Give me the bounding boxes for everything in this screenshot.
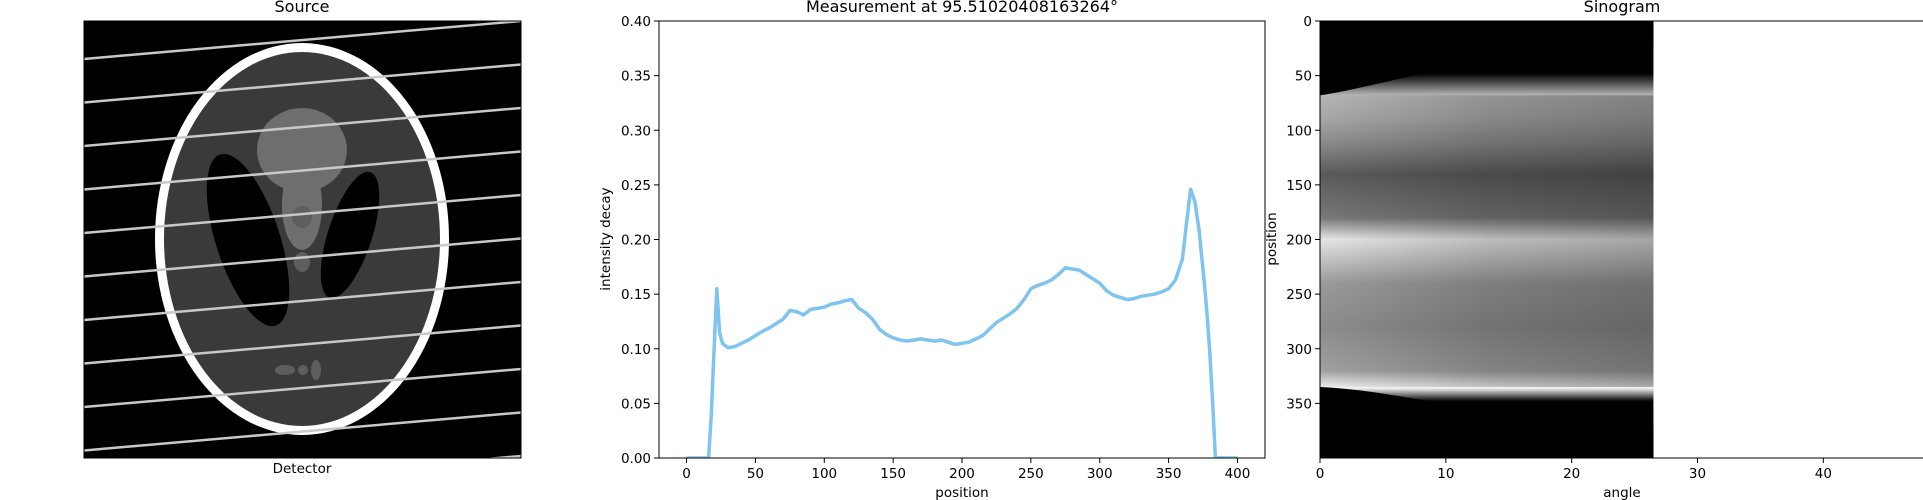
projection-ray bbox=[84, 411, 521, 452]
sinogram-ylabel: position bbox=[1264, 212, 1280, 265]
measurement-axes: 0 50 100 150 200 250 300 350 400 0.00 0.05 0.10 0.15… bbox=[621, 14, 1250, 482]
measurement-frame bbox=[658, 20, 1266, 459]
measurement-ytick-label: 0.40 bbox=[621, 14, 651, 30]
phantom-small-spot-1 bbox=[292, 206, 312, 228]
projection-ray bbox=[84, 193, 521, 235]
measurement-ytick-label: 0.15 bbox=[621, 287, 651, 303]
projection-ray bbox=[84, 63, 521, 104]
sinogram-xtick-label: 40 bbox=[1815, 466, 1832, 482]
phantom-left-ventricle bbox=[206, 153, 290, 327]
measurement-xtick-label: 200 bbox=[949, 466, 975, 482]
measurement-ytick-label: 0.30 bbox=[621, 123, 651, 139]
projection-ray bbox=[84, 324, 521, 365]
sinogram-ytick-label: 200 bbox=[1286, 233, 1312, 249]
measurement-ytick-label: 0.35 bbox=[621, 69, 651, 85]
sinogram-xlabel: angle bbox=[1603, 485, 1640, 500]
sinogram-xtick-label: 10 bbox=[1437, 466, 1454, 482]
sinogram-xtick-label: 20 bbox=[1563, 466, 1580, 482]
sinogram-ytick-label: 150 bbox=[1286, 178, 1312, 194]
measurement-xtick-label: 250 bbox=[1018, 466, 1044, 482]
source-xlabel: Detector bbox=[273, 461, 332, 477]
phantom-small-spot-3 bbox=[275, 365, 295, 375]
projection-rays bbox=[84, 21, 521, 458]
measurement-ytick-label: 0.20 bbox=[621, 233, 651, 249]
measurement-xtick-label: 0 bbox=[682, 466, 691, 482]
sinogram-top-boundary bbox=[1320, 21, 1654, 96]
phantom-small-spot-4 bbox=[298, 365, 308, 375]
projection-ray bbox=[84, 367, 521, 409]
measurement-panel: Measurement at 95.51020408163264° 0 50 100… bbox=[598, 0, 1266, 500]
sinogram-ytick-label: 0 bbox=[1303, 14, 1312, 30]
measurement-series-line bbox=[686, 187, 1238, 458]
measurement-xtick-label: 150 bbox=[880, 466, 906, 482]
projection-ray bbox=[84, 150, 521, 191]
sinogram-xtick-label: 0 bbox=[1316, 466, 1325, 482]
sinogram-panel: Sinogram 0 10 20 30 40050100150200250300350 … bbox=[1264, 0, 1923, 500]
sinogram-ytick-label: 350 bbox=[1286, 396, 1312, 412]
projection-ray bbox=[84, 280, 521, 322]
phantom-upper-stem bbox=[282, 160, 322, 250]
sinogram-ytick-label: 50 bbox=[1295, 69, 1312, 85]
sinogram-shading bbox=[1320, 95, 1654, 387]
source-frame bbox=[83, 20, 522, 459]
measurement-ytick-label: 0.00 bbox=[621, 451, 651, 467]
measurement-xtick-label: 50 bbox=[747, 466, 764, 482]
sinogram-xtick-label: 30 bbox=[1689, 466, 1706, 482]
measurement-xtick-label: 300 bbox=[1087, 466, 1113, 482]
measurement-ytick-label: 0.05 bbox=[621, 396, 651, 412]
measurement-xtick-label: 400 bbox=[1225, 466, 1251, 482]
phantom-small-spot-5 bbox=[311, 360, 321, 380]
projection-ray bbox=[84, 106, 521, 148]
sinogram-ytick-label: 250 bbox=[1286, 287, 1312, 303]
phantom-image bbox=[84, 21, 521, 458]
measurement-ylabel: intensity decay bbox=[598, 187, 614, 290]
projection-ray bbox=[84, 21, 521, 61]
source-title: Source bbox=[275, 0, 330, 16]
measurement-xtick-label: 350 bbox=[1156, 466, 1182, 482]
phantom-right-ventricle bbox=[320, 171, 380, 299]
measurement-xtick-label: 100 bbox=[811, 466, 837, 482]
measurement-xlabel: position bbox=[935, 485, 988, 500]
sinogram-frame bbox=[1319, 20, 1923, 459]
measurement-ytick-label: 0.10 bbox=[621, 342, 651, 358]
sinogram-ytick-label: 300 bbox=[1286, 342, 1312, 358]
measurement-ytick-label: 0.25 bbox=[621, 178, 651, 194]
source-panel: Source Detector bbox=[83, 0, 522, 477]
sinogram-axes: 0 10 20 30 40 0 50 100 150 200 250 300 350 bbox=[1286, 14, 1832, 482]
sinogram-ytick-label: 100 bbox=[1286, 123, 1312, 139]
sinogram-title: Sinogram bbox=[1584, 0, 1661, 16]
phantom-small-spot-2 bbox=[294, 252, 310, 272]
projection-ray bbox=[84, 237, 521, 278]
sinogram-bottom-boundary bbox=[1320, 386, 1654, 458]
sinogram-image bbox=[1320, 21, 1654, 458]
measurement-title: Measurement at 95.51020408163264° bbox=[806, 0, 1118, 16]
